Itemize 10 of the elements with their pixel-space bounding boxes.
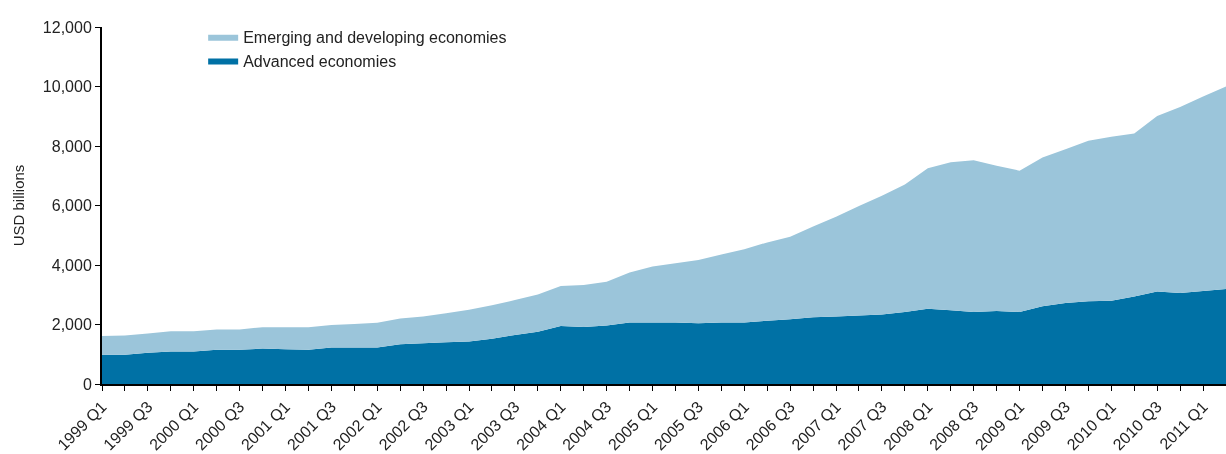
y-tick-label: 8,000 xyxy=(51,137,92,155)
legend-label: Emerging and developing economies xyxy=(243,29,507,46)
y-tick-label: 12,000 xyxy=(42,18,92,36)
y-tick-label: 2,000 xyxy=(51,316,92,334)
y-tick-label: 4,000 xyxy=(51,256,92,274)
y-tick-label: 10,000 xyxy=(42,78,92,96)
y-axis-title: USD billions xyxy=(9,164,27,247)
y-tick-label: 0 xyxy=(82,375,92,393)
y-tick-label: 6,000 xyxy=(51,197,92,215)
legend-label: Advanced economies xyxy=(243,52,397,70)
